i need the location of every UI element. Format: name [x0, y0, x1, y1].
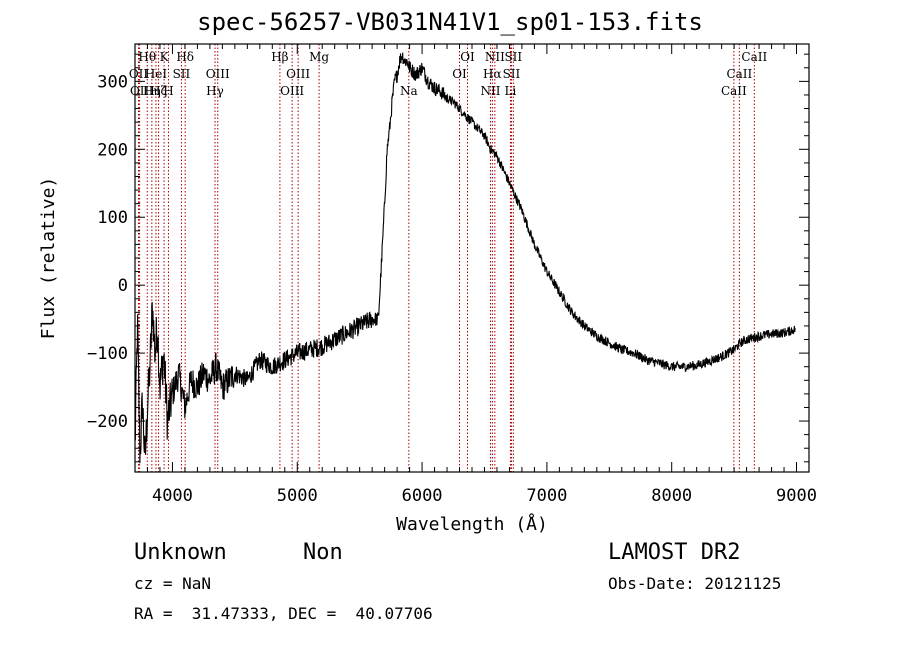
- spectral-line-label: SII: [503, 67, 521, 81]
- x-tick-label: 8000: [651, 486, 692, 506]
- spectral-line-label: CaII: [741, 50, 767, 64]
- spectral-line-label: Hθ: [138, 50, 156, 64]
- axis-tick-labels: 4000 5000 6000 7000 8000 9000 −200 −100 0 100 200 3…: [87, 72, 817, 506]
- spectral-line-markers: [137, 44, 755, 472]
- spectral-line-label: Na: [400, 84, 418, 98]
- spectral-line-label: CaII: [726, 67, 752, 81]
- x-tick-label: 6000: [402, 486, 443, 506]
- spectral-line-label: OIII: [206, 67, 230, 81]
- spectral-line-label: Mg: [309, 50, 329, 64]
- y-tick-label: −200: [87, 412, 128, 432]
- spectral-line-label: SII: [504, 50, 522, 64]
- y-tick-label: 200: [97, 140, 128, 160]
- plot-frame: [134, 43, 810, 473]
- y-tick-label: 300: [97, 72, 128, 92]
- spectral-line-label: Li: [505, 84, 517, 98]
- subclass-label: Non: [303, 540, 343, 565]
- spectral-line-label: OI: [452, 67, 467, 81]
- spectral-line-label: Hγ: [206, 84, 224, 98]
- x-axis-label: Wavelength (Å): [396, 513, 548, 535]
- spectral-line-label: Hζ: [150, 84, 167, 98]
- spectral-line-label: OI: [460, 50, 475, 64]
- spectral-line-label: Hδ: [176, 50, 194, 64]
- x-tick-label: 4000: [152, 486, 193, 506]
- y-tick-label: 100: [97, 208, 128, 228]
- spectral-line-labels: OIIOIIHθHηHeIHζKHSIIHδHγOIIIHβOIIIOIIIMg…: [129, 50, 768, 98]
- axis-ticks: [135, 44, 810, 472]
- spectrum-line: [134, 52, 796, 464]
- spectral-line-label: Hα: [483, 67, 502, 81]
- y-tick-label: −100: [87, 344, 128, 364]
- chart-title: spec-56257-VB031N41V1_sp01-153.fits: [197, 8, 703, 36]
- y-tick-label: 0: [118, 276, 128, 296]
- x-tick-label: 7000: [526, 486, 567, 506]
- spectral-line-label: H: [163, 84, 173, 98]
- y-axis-label: Flux (relative): [38, 177, 59, 340]
- spectral-line-label: OII: [129, 67, 149, 81]
- spectral-line-label: NII: [480, 84, 500, 98]
- class-label: Unknown: [134, 540, 227, 565]
- spectral-line-label: NII: [485, 50, 505, 64]
- obs-date-text: Obs-Date: 20121125: [608, 574, 782, 593]
- spectral-line-label: HeI: [145, 67, 168, 81]
- spectral-line-label: OIII: [286, 67, 310, 81]
- spectral-line-label: Hη: [143, 84, 161, 98]
- x-tick-label: 9000: [776, 486, 817, 506]
- redshift-text: cz = NaN: [134, 574, 212, 593]
- spectral-line-label: Hβ: [271, 50, 288, 64]
- spectral-line-label: OIII: [280, 84, 304, 98]
- spectral-line-label: CaII: [721, 84, 747, 98]
- x-tick-label: 5000: [277, 486, 318, 506]
- coordinates-text: RA = 31.47333, DEC = 40.07706: [134, 604, 433, 623]
- survey-label: LAMOST DR2: [608, 540, 741, 565]
- spectral-line-label: K: [160, 50, 170, 64]
- spectral-line-label: SII: [173, 67, 191, 81]
